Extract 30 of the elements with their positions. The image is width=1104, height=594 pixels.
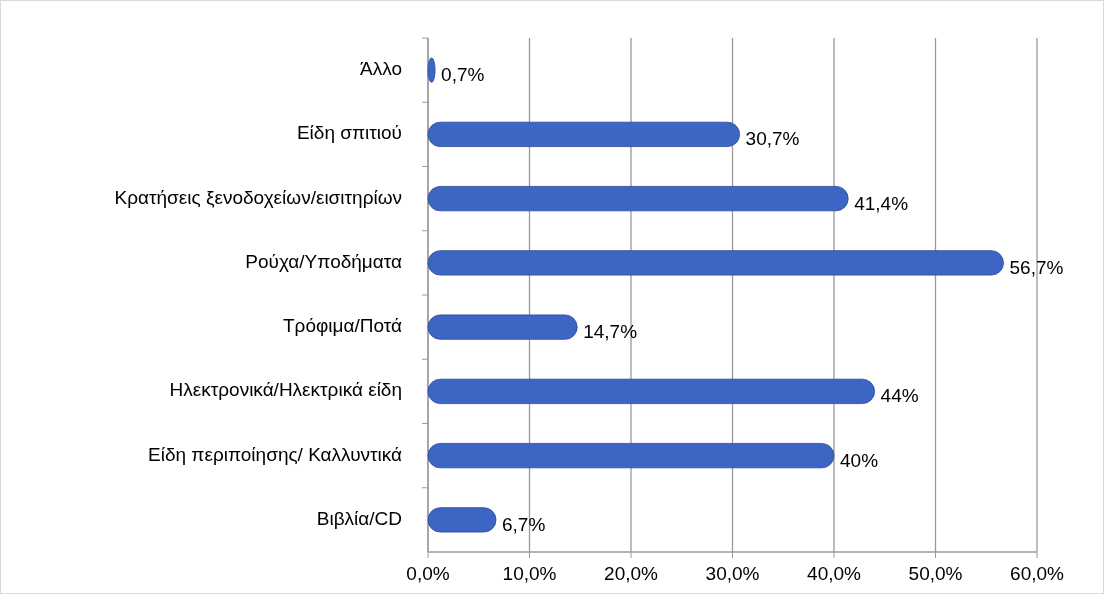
y-tick-label: Ρούχα/Υποδήματα bbox=[245, 250, 403, 272]
data-label: 44% bbox=[880, 385, 919, 407]
bar bbox=[427, 121, 741, 147]
data-label: 14,7% bbox=[583, 321, 638, 343]
data-label: 56,7% bbox=[1009, 256, 1064, 278]
bar bbox=[427, 314, 578, 340]
bar bbox=[427, 443, 835, 469]
y-tick-label: Είδη σπιτιού bbox=[296, 122, 402, 144]
x-tick-label: 10,0% bbox=[502, 563, 557, 584]
x-tick-label: 0,0% bbox=[406, 563, 450, 584]
y-tick-label: Είδη περιποίησης/ Καλλυντικά bbox=[148, 443, 403, 465]
y-tick-label: Ηλεκτρονικά/Ηλεκτρικά είδη bbox=[169, 379, 402, 401]
bar bbox=[427, 250, 1004, 276]
x-tick-label: 20,0% bbox=[604, 563, 659, 584]
y-tick-label: Τρόφιμα/Ποτά bbox=[283, 315, 402, 337]
x-tick-label: 50,0% bbox=[908, 563, 963, 584]
bar bbox=[427, 186, 849, 212]
data-label: 30,7% bbox=[745, 128, 800, 150]
y-tick-label: Βιβλία/CD bbox=[316, 507, 402, 529]
x-tick-label: 30,0% bbox=[705, 563, 760, 584]
y-tick-label: Άλλο bbox=[360, 58, 402, 80]
y-tick-label: Κρατήσεις ξενοδοχείων/εισιτηρίων bbox=[114, 186, 402, 208]
bar bbox=[427, 507, 497, 533]
data-label: 6,7% bbox=[502, 513, 546, 535]
x-tick-label: 40,0% bbox=[807, 563, 862, 584]
x-tick-label: 60,0% bbox=[1010, 563, 1065, 584]
bar bbox=[427, 378, 875, 404]
data-label: 0,7% bbox=[441, 64, 485, 86]
data-label: 40% bbox=[840, 449, 879, 471]
data-label: 41,4% bbox=[854, 192, 909, 214]
